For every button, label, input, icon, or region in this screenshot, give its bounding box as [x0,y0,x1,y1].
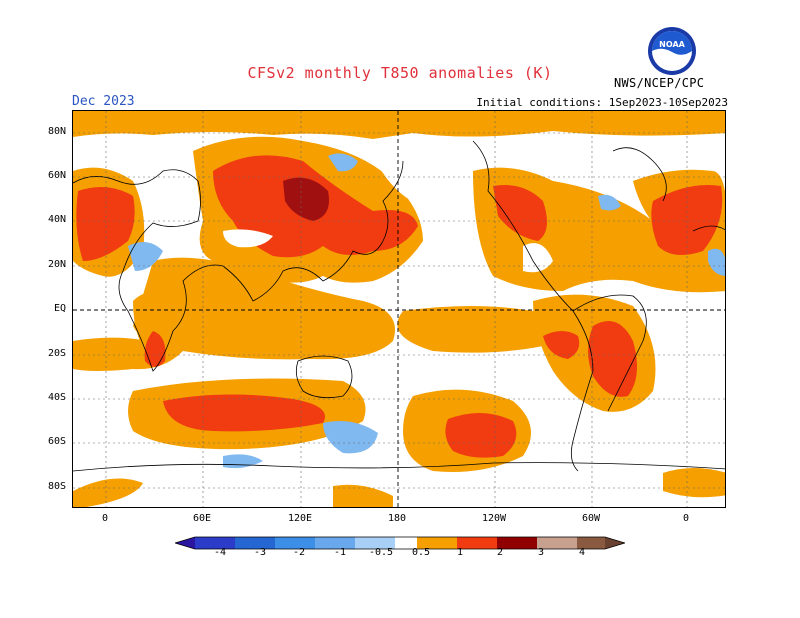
cbar-swatch [235,537,275,549]
anomaly-fill-darkred [283,177,329,221]
svg-text:NOAA: NOAA [659,40,685,49]
lat-label: 80S [47,481,66,492]
lon-label: 60E [192,513,212,524]
lat-label: 20N [47,259,66,270]
lat-label: 40S [47,392,66,403]
anomaly-fill-neutral [223,155,553,273]
cbar-label: -0.5 [368,547,394,558]
equator-dateline [73,111,725,507]
cbar-swatch [577,537,605,549]
forecast-month: Dec 2023 [72,94,135,109]
anomaly-map [72,110,726,508]
lat-label: 40N [47,214,66,225]
map-canvas [73,111,725,507]
lat-label: 60N [47,170,66,181]
lon-label: 180 [387,513,407,524]
cbar-swatch [497,537,537,549]
coastlines [73,140,725,472]
lon-label: 120W [481,513,507,524]
lat-label: 20S [47,348,66,359]
cbar-label: 4 [578,547,586,558]
cbar-swatch [417,537,457,549]
cbar-swatch [195,537,235,549]
cbar-swatch [175,537,195,549]
cbar-label: -2 [292,547,306,558]
cbar-label: -4 [213,547,227,558]
cbar-swatch [457,537,497,549]
lon-label: 120E [287,513,313,524]
lon-label: 0 [101,513,109,524]
cbar-label: 2 [496,547,504,558]
color-bar [175,536,625,550]
agency-label: NWS/NCEP/CPC [614,76,705,90]
cbar-swatch [395,537,417,549]
anomaly-fill-lightblue [128,153,725,469]
cbar-swatch [355,537,395,549]
lat-label: EQ [53,303,66,314]
cbar-label: 0.5 [411,547,431,558]
map-title: CFSv2 monthly T850 anomalies (K) [247,64,553,82]
cbar-label: -1 [333,547,347,558]
cbar-label: 3 [537,547,545,558]
cbar-label: -3 [253,547,267,558]
lat-label: 80N [47,126,66,137]
initial-conditions: Initial conditions: 1Sep2023-10Sep2023 [476,96,728,109]
graticule [73,111,725,507]
lon-label: 0 [682,513,690,524]
cbar-swatch [275,537,315,549]
lon-label: 60W [581,513,601,524]
noaa-logo: NOAA [648,27,696,75]
cbar-label: 1 [456,547,464,558]
cbar-swatch [315,537,355,549]
lat-label: 60S [47,436,66,447]
cbar-swatch [605,537,625,549]
cbar-swatch [537,537,577,549]
